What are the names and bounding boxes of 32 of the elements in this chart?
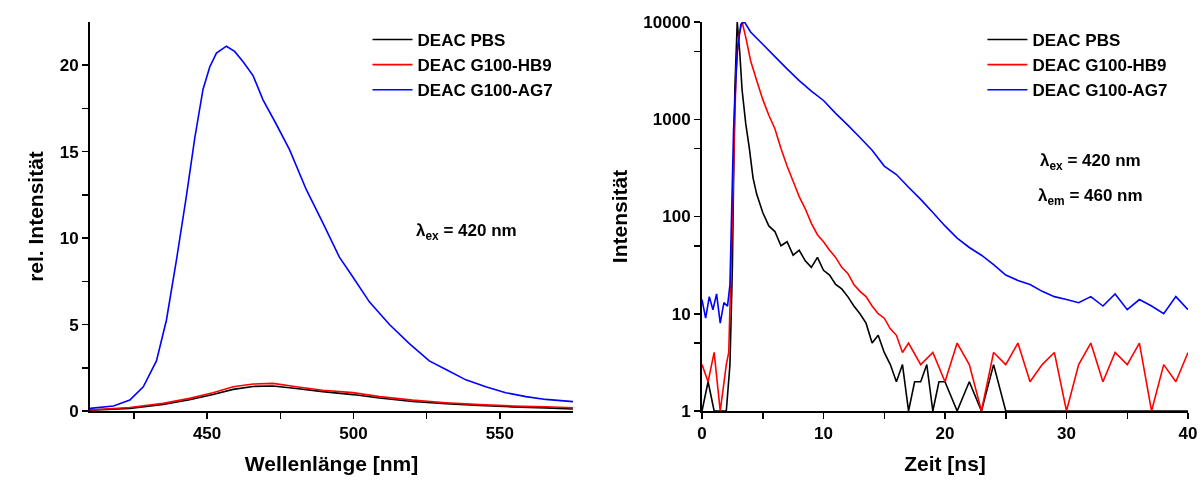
y-tick-label: 10 [59,229,79,249]
x-tick-label: 40 [1178,424,1198,444]
y-axis-title: Intensität [607,169,631,264]
annotation: λ$_{em}$ = 460 nm [1038,186,1143,208]
y-tick-label: 1000 [652,110,691,130]
annotation: λ$_{ex}$ = 420 nm [416,221,517,243]
y-tick-label: 10000 [643,12,691,32]
legend-label: DEAC G100-AG7 [417,81,553,101]
y-tick-label: 1 [681,401,691,421]
legend-label: DEAC G100-HB9 [417,56,552,76]
x-axis-title: Zeit [ns] [904,452,986,476]
x-tick-label: 10 [814,424,833,444]
x-tick-label: 550 [485,424,515,444]
y-axis-title: rel. Intensität [24,151,48,282]
y-tick-label: 20 [59,56,79,76]
x-tick-label: 20 [935,424,955,444]
x-axis-title: Wellenlänge [nm] [244,452,419,476]
x-tick-label: 450 [192,424,222,444]
legend-label: DEAC G100-HB9 [1032,56,1167,76]
y-tick-label: 10 [671,304,691,324]
y-tick-label: 100 [662,207,691,227]
legend-label: DEAC PBS [1032,31,1121,51]
y-tick-label: 5 [69,315,79,335]
legend-label: DEAC PBS [417,31,506,51]
y-tick-label: 15 [59,142,79,162]
legend-label: DEAC G100-AG7 [1032,81,1168,101]
y-tick-label: 0 [69,401,79,421]
annotation: λ$_{ex}$ = 420 nm [1040,151,1141,173]
line-series [702,22,1188,324]
x-tick-label: 30 [1057,424,1076,444]
x-tick-label: 500 [339,424,368,444]
x-tick-label: 0 [697,424,707,444]
